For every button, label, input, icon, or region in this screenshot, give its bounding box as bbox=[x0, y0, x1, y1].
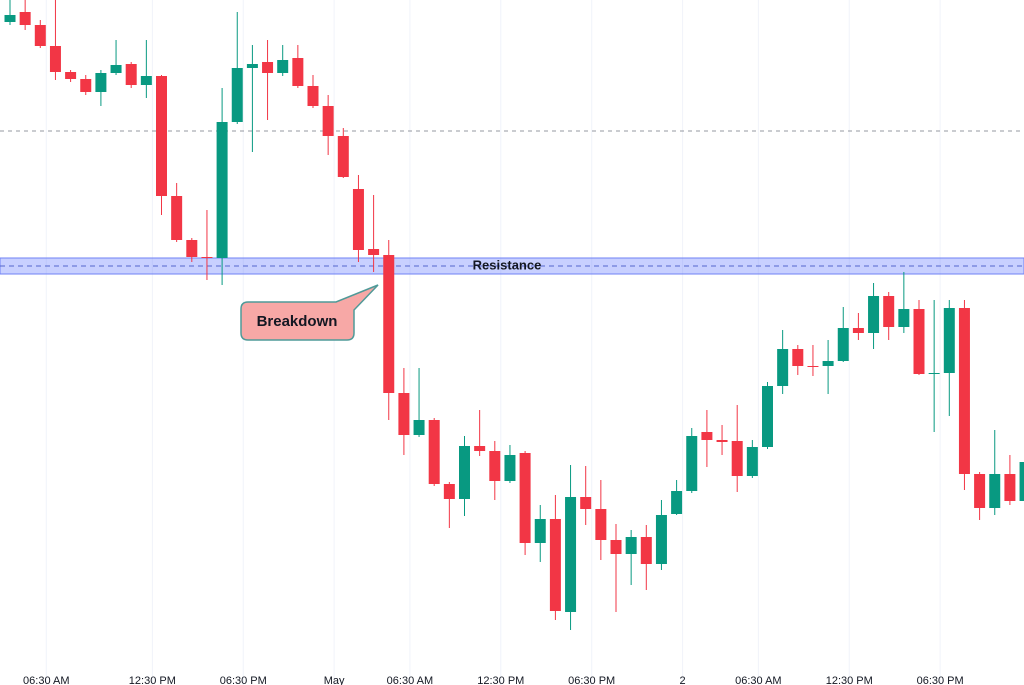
candle-body bbox=[459, 446, 470, 499]
candle-body bbox=[913, 309, 925, 374]
candle-body bbox=[928, 373, 940, 374]
candle-body bbox=[580, 497, 592, 509]
candle-body bbox=[156, 76, 167, 196]
candle-body bbox=[565, 497, 577, 612]
x-tick-label: 06:30 PM bbox=[568, 675, 615, 685]
candle-body bbox=[443, 484, 455, 499]
candle-body bbox=[958, 308, 970, 474]
x-axis: 06:30 AM 12:30 PM 06:30 PM May 06:30 AM 12:30… bbox=[23, 675, 964, 685]
candle-body bbox=[489, 451, 501, 481]
candle-body bbox=[231, 68, 243, 122]
candle-body bbox=[368, 249, 380, 255]
candle-body bbox=[852, 328, 864, 333]
candle-body bbox=[322, 106, 334, 136]
candle-body bbox=[716, 440, 728, 442]
candle-body bbox=[65, 72, 77, 79]
candle-body bbox=[171, 196, 183, 240]
callout-box bbox=[240, 284, 379, 341]
candle-body bbox=[868, 296, 880, 333]
candle-body bbox=[1019, 462, 1024, 501]
x-tick-label: 06:30 AM bbox=[735, 675, 781, 685]
x-tick-label: 12:30 PM bbox=[477, 675, 524, 685]
candle-body bbox=[989, 474, 1001, 508]
breakdown-callout: Breakdown bbox=[240, 284, 379, 341]
candle-body bbox=[807, 366, 819, 367]
callout-text: Breakdown bbox=[257, 313, 338, 330]
candle-body bbox=[898, 309, 910, 327]
candle-body bbox=[201, 257, 213, 258]
candle-body bbox=[428, 420, 440, 484]
candle-body bbox=[640, 537, 652, 564]
candle-body bbox=[655, 515, 667, 564]
candle-body bbox=[95, 73, 107, 92]
candle-body bbox=[186, 240, 198, 257]
x-tick-label: May bbox=[324, 675, 345, 685]
candle-body bbox=[534, 519, 546, 543]
candle-body bbox=[110, 65, 122, 73]
candle-body bbox=[398, 393, 410, 435]
candle-body bbox=[974, 474, 986, 508]
x-tick-label: 12:30 PM bbox=[826, 675, 873, 685]
x-tick-label: 06:30 AM bbox=[387, 675, 433, 685]
candle-body bbox=[19, 12, 31, 25]
candle-body bbox=[777, 349, 789, 386]
candle-body bbox=[549, 519, 561, 611]
candle-body bbox=[837, 328, 849, 361]
candle-body bbox=[625, 537, 637, 554]
candle-body bbox=[731, 441, 743, 476]
candle-body bbox=[686, 436, 698, 491]
candles bbox=[4, 0, 1024, 630]
candle-body bbox=[413, 420, 425, 435]
candle-body bbox=[80, 79, 92, 92]
candle-body bbox=[246, 64, 258, 68]
candle-body bbox=[762, 386, 773, 447]
resistance-band bbox=[0, 257, 1024, 275]
candle-body bbox=[595, 509, 607, 540]
resistance-label: Resistance bbox=[473, 257, 542, 272]
candle-body bbox=[519, 453, 531, 543]
candle-body bbox=[140, 76, 152, 85]
candle-body bbox=[49, 46, 61, 72]
candle-body bbox=[216, 122, 228, 258]
candle-body bbox=[352, 189, 364, 250]
candle-body bbox=[337, 136, 349, 177]
candle-body bbox=[292, 58, 304, 86]
candle-body bbox=[504, 455, 516, 481]
candle-body bbox=[307, 86, 319, 106]
candle-body bbox=[34, 25, 46, 46]
candle-body bbox=[701, 432, 713, 440]
candle-body bbox=[822, 361, 834, 366]
x-tick-label: 12:30 PM bbox=[129, 675, 176, 685]
candle-body bbox=[277, 60, 289, 73]
candle-body bbox=[943, 308, 955, 373]
x-tick-label: 06:30 PM bbox=[220, 675, 267, 685]
candle-body bbox=[262, 62, 274, 73]
candle-body bbox=[474, 446, 486, 451]
candle-body bbox=[792, 349, 804, 366]
candle-body bbox=[610, 540, 622, 554]
grid bbox=[45, 0, 941, 685]
candle-body bbox=[746, 447, 758, 476]
x-tick-label: 06:30 PM bbox=[917, 675, 964, 685]
x-tick-label: 06:30 AM bbox=[23, 675, 69, 685]
x-tick-label: 2 bbox=[680, 675, 686, 685]
candle-body bbox=[383, 255, 395, 393]
candle-body bbox=[671, 491, 683, 514]
candle-body bbox=[1004, 474, 1016, 501]
levels: Resistance bbox=[0, 130, 1024, 275]
candle-body bbox=[4, 15, 16, 22]
candle-body bbox=[883, 296, 895, 327]
candle-body bbox=[125, 64, 137, 85]
